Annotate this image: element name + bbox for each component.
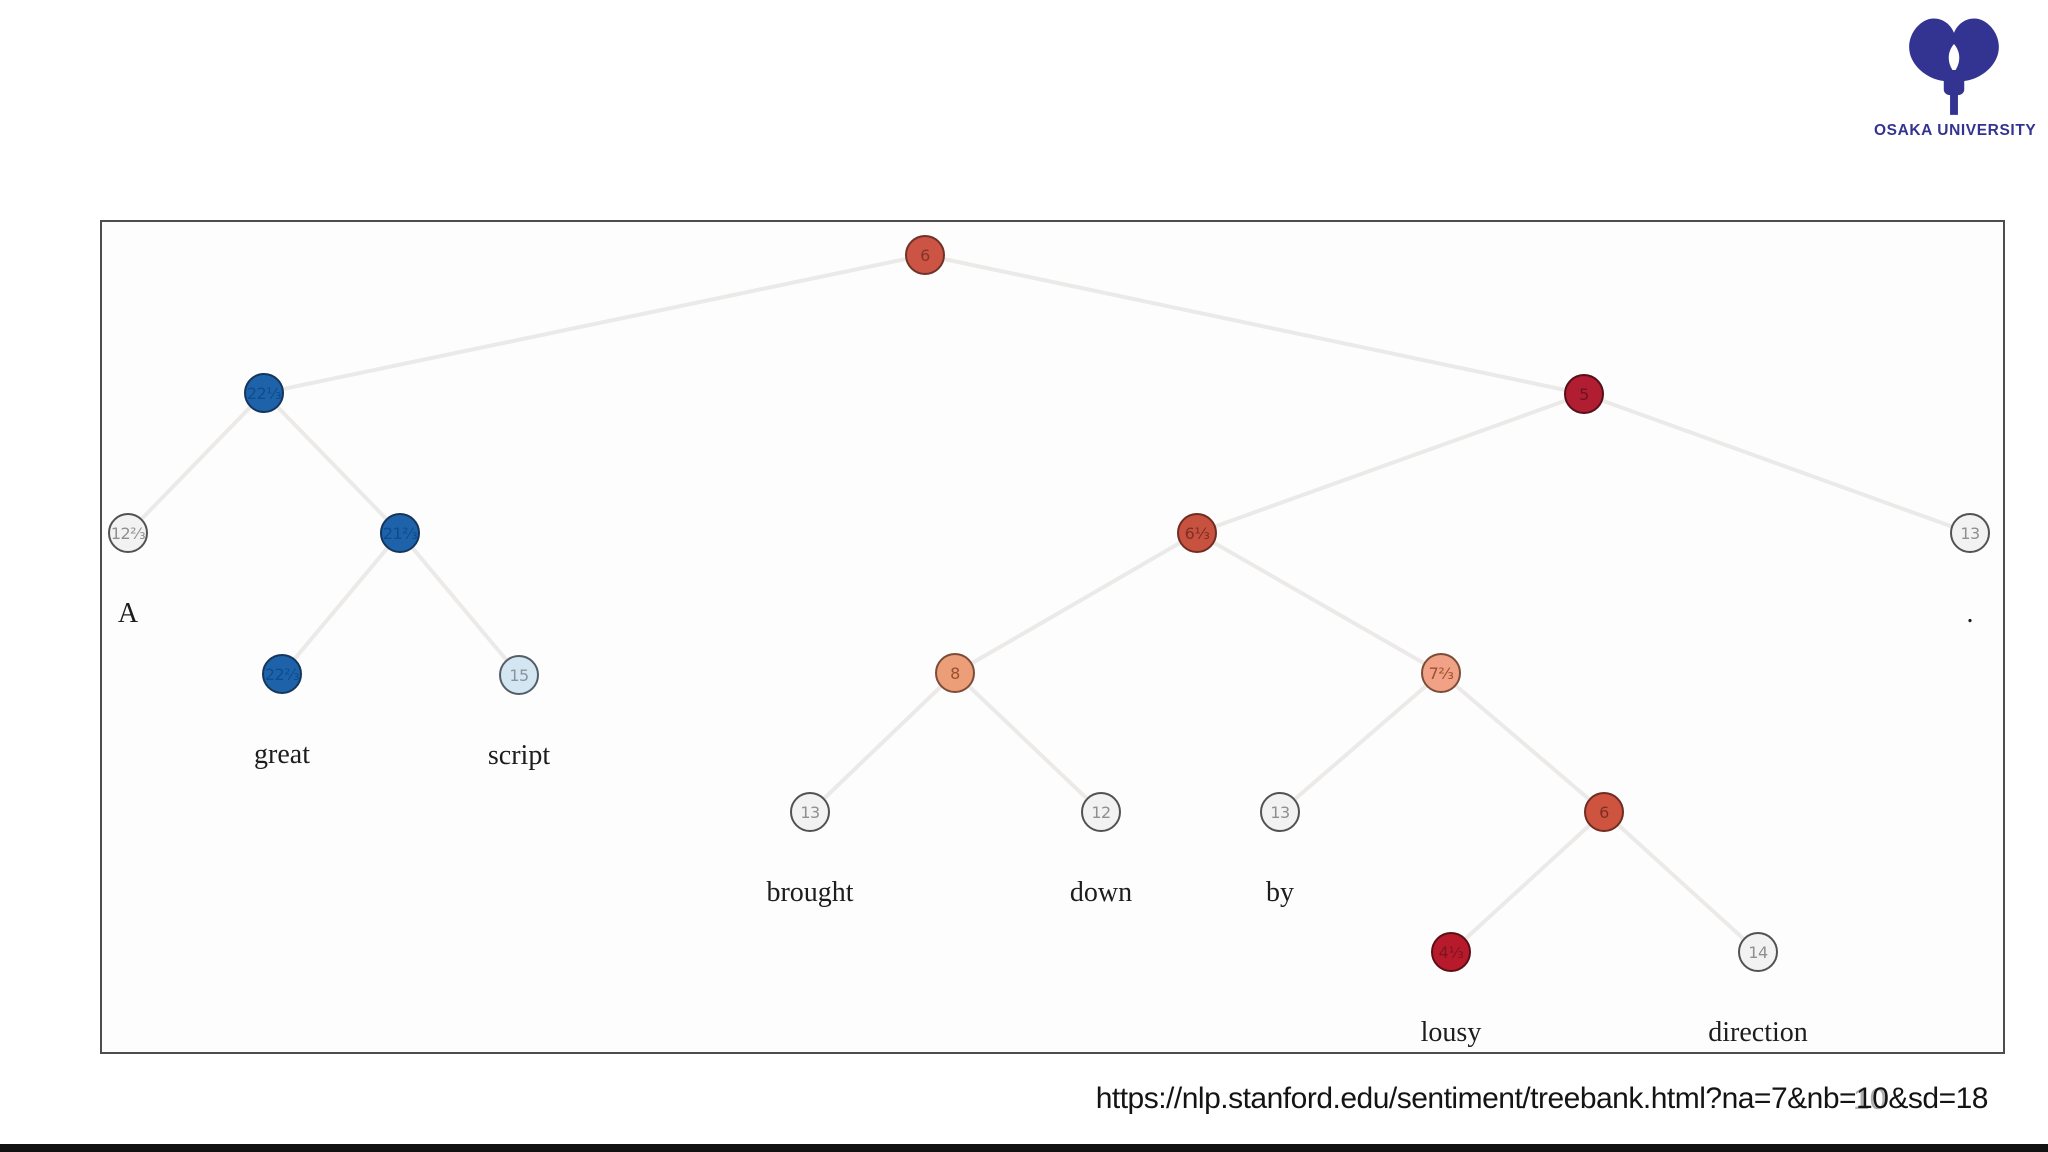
osaka-university-logo: OSAKA UNIVERSITY (1874, 14, 2037, 140)
word-label-brought: brought (766, 877, 854, 908)
tree-node-great: 22⅔ (262, 654, 302, 694)
tree-node-by_phrase: 7⅔ (1421, 653, 1461, 693)
word-label-down: down (1069, 877, 1133, 908)
logo-text: OSAKA UNIVERSITY (1874, 122, 2037, 139)
page-number: 10 (1853, 1083, 1887, 1116)
word-label-script: script (487, 740, 551, 771)
ginkgo-leaf-icon (1909, 18, 1999, 115)
tree-node-period: 13 (1950, 513, 1990, 553)
tree-node-brought: 13 (790, 792, 830, 832)
word-label-period: . (1966, 598, 1974, 629)
tree-node-down: 12 (1081, 792, 1121, 832)
word-label-lousy: lousy (1420, 1017, 1482, 1048)
source-url: https://nlp.stanford.edu/sentiment/treeb… (1095, 1082, 1989, 1115)
tree-node-root: 6 (905, 235, 945, 275)
tree-node-lousy_direction: 6 (1584, 792, 1624, 832)
tree-node-vp_mid: 6⅓ (1177, 513, 1217, 553)
tree-node-np: 22⅓ (244, 373, 284, 413)
word-label-A: A (117, 598, 139, 629)
tree-node-great_script: 21⅔ (380, 513, 420, 553)
word-label-direction: direction (1708, 1017, 1808, 1048)
word-label-great: great (254, 739, 310, 770)
tree-node-direction: 14 (1738, 932, 1778, 972)
tree-node-lousy: 4⅓ (1431, 932, 1471, 972)
tree-node-vp_top: 5 (1564, 374, 1604, 414)
tree-node-by: 13 (1260, 792, 1300, 832)
bottom-edge-bar (0, 1144, 2048, 1152)
tree-node-a: 12⅔ (108, 513, 148, 553)
tree-node-brought_down: 8 (935, 653, 975, 693)
word-label-by: by (1266, 877, 1294, 908)
tree-node-script: 15 (499, 655, 539, 695)
